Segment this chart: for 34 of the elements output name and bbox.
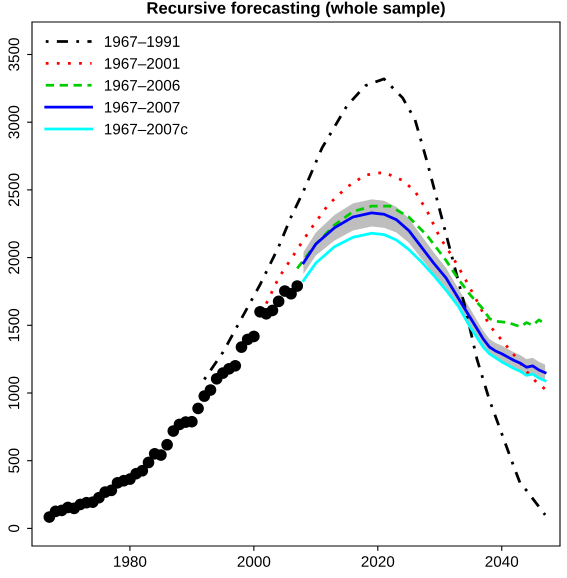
y-tick-label: 2500 [8,174,20,206]
point [291,280,304,292]
legend-label: 1967–2006 [104,80,180,91]
y-tick-label: 3500 [8,38,20,71]
line-series [202,77,547,516]
y-tick-label: 0 [8,524,20,532]
y-tick-label: 2000 [8,241,20,274]
point [248,330,260,342]
legend-label: 1967–2007 [104,102,180,113]
legend-label: 1967–2001 [104,58,180,69]
x-tick-label: 2000 [238,556,270,567]
point [285,288,297,300]
point [142,456,154,468]
x-tick-label: 2020 [362,556,394,567]
y-tick-label: 1000 [8,376,20,409]
legend-label: 1967–2007c [104,124,188,134]
point [192,402,204,414]
point [204,384,216,396]
point [155,449,167,461]
x-tick-label: 1980 [114,556,146,567]
point [236,341,248,353]
legend-label: 1967–1991 [104,36,180,47]
y-tick-label: 500 [8,448,20,473]
point [106,484,118,496]
x-tick-label: 2040 [486,556,518,567]
y-tick-label: 3000 [8,106,20,139]
chart-title: Recursive forecasting (whole sample) [148,2,445,18]
point [229,360,242,372]
line-series [264,170,547,390]
point [136,464,148,477]
y-tick-label: 1500 [8,308,20,342]
point [266,304,278,316]
point [272,296,284,308]
point [161,438,173,451]
